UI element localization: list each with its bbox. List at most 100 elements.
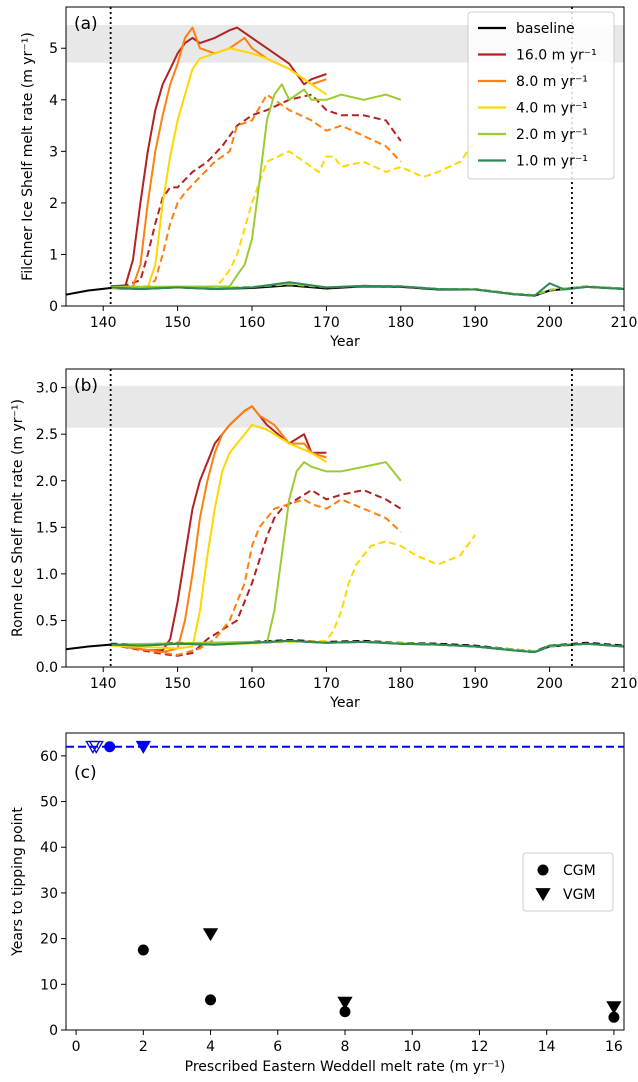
- y-tick-label: 1: [49, 247, 58, 263]
- y-tick-label: 0: [49, 299, 58, 315]
- legend-label: 4.0 m yr⁻¹: [516, 101, 588, 117]
- y-tick-label: 1.0: [36, 567, 58, 583]
- x-tick-label: 200: [536, 676, 563, 692]
- series-line-4.0-m-yr--solid: [110, 47, 327, 289]
- x-axis-label: Prescribed Eastern Weddell melt rate (m …: [185, 1059, 506, 1075]
- y-tick-label: 0: [49, 1023, 58, 1039]
- x-axis-label: Year: [329, 334, 360, 350]
- series-group: [66, 26, 624, 297]
- panel-b-ronne: 140 150 160 170 180 190 200 210 0.0 0.5 1.0 1.5 2.0 2…: [10, 368, 638, 711]
- series-line-16.0-m-yr--solid: [110, 405, 327, 652]
- series-line-16.0-m-yr--dashed: [110, 93, 402, 288]
- x-axis-label: Year: [329, 695, 360, 711]
- series-line-16.0-m-yr--solid: [110, 26, 327, 288]
- series-line-2.0-m-yr--solid: [110, 83, 402, 288]
- series-line-8.0-m-yr--solid: [110, 26, 327, 289]
- series-line-2.0-m-yr--solid: [110, 461, 402, 646]
- y-tick-label: 60: [40, 749, 58, 765]
- panel-letter: (a): [74, 14, 98, 34]
- x-tick-label: 160: [239, 315, 266, 331]
- y-tick-label: 3: [49, 144, 58, 160]
- x-tick-label: 2: [139, 1039, 148, 1055]
- x-tick-label: 150: [164, 315, 191, 331]
- point-vgm-2: [135, 740, 151, 754]
- x-tick-label: 16: [605, 1039, 623, 1055]
- y-tick-label: 2: [49, 196, 58, 212]
- legend-label: baseline: [516, 21, 575, 37]
- x-tick-label: 160: [239, 676, 266, 692]
- y-tick-label: 10: [40, 977, 58, 993]
- x-tick-label: 150: [164, 676, 191, 692]
- x-tick-label: 210: [611, 315, 638, 331]
- x-tick-label: 170: [313, 676, 340, 692]
- y-tick-label: 50: [40, 795, 58, 811]
- legend: CGM VGM: [522, 852, 614, 912]
- x-tick-label: 0: [72, 1039, 81, 1055]
- panel-letter: (c): [74, 763, 97, 783]
- point-vgm-16: [606, 1001, 622, 1015]
- series-line-4.0-m-yr--dashed: [110, 534, 477, 646]
- point-vgm-4: [202, 928, 219, 942]
- series-line-1.0-m-yr--solid: [110, 281, 624, 297]
- legend-marker: [535, 888, 551, 902]
- point-vgm-0.6: [88, 740, 104, 754]
- series-line-16.0-m-yr--dashed: [110, 489, 402, 657]
- x-tick-label: 210: [611, 676, 638, 692]
- x-tick-label: 6: [273, 1039, 282, 1055]
- y-tick-label: 4: [49, 93, 58, 109]
- y-tick-label: 20: [40, 932, 58, 948]
- legend-label: 1.0 m yr⁻¹: [516, 154, 588, 170]
- legend-marker: [537, 864, 549, 876]
- point-cgm-16: [608, 1011, 620, 1023]
- x-tick-label: 140: [90, 676, 117, 692]
- x-tick-label: 190: [462, 676, 489, 692]
- point-cgm-1: [104, 741, 116, 753]
- y-tick-label: 0.5: [36, 613, 58, 629]
- point-cgm-2: [137, 944, 149, 956]
- series-line-1.0-m-yr--solid: [110, 639, 624, 654]
- series-line-8.0-m-yr--dashed: [110, 93, 402, 289]
- y-tick-label: 40: [40, 840, 58, 856]
- legend-label: 8.0 m yr⁻¹: [516, 74, 588, 90]
- legend-label: CGM: [563, 863, 596, 879]
- y-axis-label: Ronne Ice Shelf melt rate (m yr⁻¹): [10, 399, 26, 637]
- point-vgm-8: [337, 996, 353, 1010]
- x-tick-label: 12: [471, 1039, 489, 1055]
- legend-label: 2.0 m yr⁻¹: [516, 127, 588, 143]
- axes-frame: [65, 368, 625, 668]
- y-tick-label: 3.0: [36, 381, 58, 397]
- y-axis-label: Filchner Ice Shelf melt rate (m yr⁻¹): [20, 32, 36, 281]
- legend-label: 16.0 m yr⁻¹: [516, 48, 597, 64]
- series-line-4.0-m-yr--solid: [110, 423, 327, 650]
- y-axis-label: Years to tipping point: [10, 807, 26, 957]
- x-tick-label: 140: [90, 315, 117, 331]
- legend: baseline 16.0 m yr⁻¹ 8.0 m yr⁻¹ 4.0 m yr⁻¹ 2…: [467, 11, 615, 180]
- panel-c-years-to-tipping: 0 2 4 6 8 10 12 14 16 0 10 20 30 40 50 60 Prescribed Eas…: [10, 732, 625, 1075]
- panel-a-filchner: 140 150 160 170 180 190 200 210 0 1 2 3 4 5 Year Filchn…: [20, 6, 638, 350]
- axes-frame: [65, 6, 625, 307]
- series-group: [66, 405, 624, 657]
- y-tick-label: 0.0: [36, 660, 58, 676]
- panel-letter: (b): [74, 376, 98, 396]
- y-tick-label: 1.5: [36, 520, 58, 536]
- x-tick-label: 4: [206, 1039, 215, 1055]
- series-line-4.0-m-yr--dashed: [110, 140, 477, 289]
- point-cgm-4: [205, 994, 217, 1006]
- x-tick-label: 180: [387, 676, 414, 692]
- y-tick-label: 2.5: [36, 427, 58, 443]
- x-tick-label: 180: [387, 315, 414, 331]
- legend-label: VGM: [563, 887, 596, 903]
- x-tick-label: 8: [341, 1039, 350, 1055]
- series-line-8.0-m-yr--dashed: [110, 498, 402, 656]
- series-line-8.0-m-yr--solid: [110, 405, 327, 654]
- y-tick-label: 2.0: [36, 474, 58, 490]
- x-tick-label: 170: [313, 315, 340, 331]
- x-tick-label: 14: [538, 1039, 556, 1055]
- shaded-band: [66, 385, 624, 428]
- y-tick-label: 30: [40, 886, 58, 902]
- x-tick-label: 200: [536, 315, 563, 331]
- x-tick-label: 190: [462, 315, 489, 331]
- x-tick-label: 10: [403, 1039, 421, 1055]
- point-cgm-8: [339, 1006, 351, 1018]
